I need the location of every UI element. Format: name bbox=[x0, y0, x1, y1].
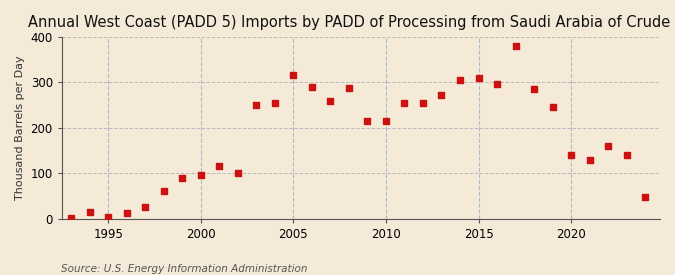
Point bbox=[344, 86, 354, 90]
Point bbox=[306, 85, 317, 89]
Point bbox=[381, 119, 392, 123]
Point bbox=[159, 189, 169, 194]
Point bbox=[418, 100, 429, 105]
Point bbox=[122, 211, 132, 215]
Point bbox=[232, 171, 243, 175]
Point bbox=[585, 157, 595, 162]
Point bbox=[103, 215, 113, 219]
Point bbox=[140, 205, 151, 210]
Point bbox=[491, 82, 502, 87]
Point bbox=[251, 103, 262, 107]
Point bbox=[269, 100, 280, 105]
Point bbox=[603, 144, 614, 148]
Point bbox=[621, 153, 632, 157]
Point bbox=[288, 73, 299, 78]
Point bbox=[214, 164, 225, 169]
Point bbox=[84, 210, 95, 214]
Point bbox=[529, 87, 539, 91]
Point bbox=[195, 173, 206, 178]
Point bbox=[547, 105, 558, 109]
Point bbox=[177, 175, 188, 180]
Point bbox=[473, 75, 484, 80]
Title: Annual West Coast (PADD 5) Imports by PADD of Processing from Saudi Arabia of Cr: Annual West Coast (PADD 5) Imports by PA… bbox=[28, 15, 675, 30]
Point bbox=[65, 216, 76, 220]
Point bbox=[454, 78, 465, 82]
Point bbox=[362, 119, 373, 123]
Point bbox=[640, 195, 651, 200]
Point bbox=[510, 44, 521, 48]
Y-axis label: Thousand Barrels per Day: Thousand Barrels per Day bbox=[15, 55, 25, 200]
Point bbox=[566, 153, 576, 157]
Point bbox=[436, 93, 447, 97]
Point bbox=[325, 99, 335, 103]
Point bbox=[399, 100, 410, 105]
Text: Source: U.S. Energy Information Administration: Source: U.S. Energy Information Administ… bbox=[61, 264, 307, 274]
